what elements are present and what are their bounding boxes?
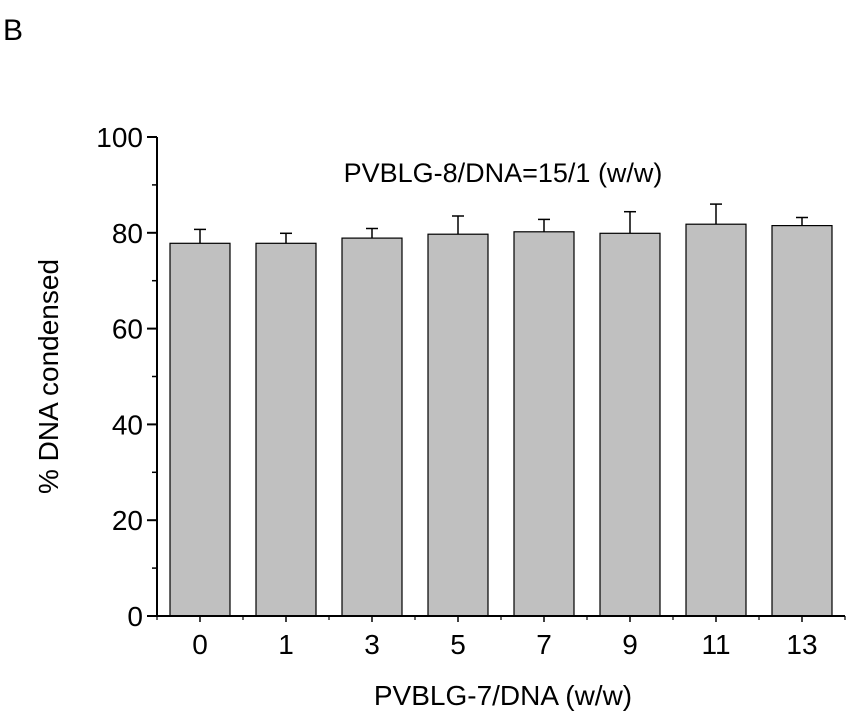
x-tick-label: 11 xyxy=(701,629,730,660)
panel-label: B xyxy=(3,14,23,47)
bar xyxy=(341,237,403,617)
bar xyxy=(771,225,833,617)
x-tick-label: 5 xyxy=(450,629,466,660)
bar xyxy=(255,242,317,617)
bar xyxy=(169,242,231,617)
y-tick-label: 60 xyxy=(112,314,143,345)
x-tick-label: 13 xyxy=(786,629,817,660)
y-tick-label: 40 xyxy=(112,409,143,440)
y-tick-label: 100 xyxy=(96,122,143,153)
y-axis-label: % DNA condensed xyxy=(33,259,64,494)
x-tick-label: 1 xyxy=(278,629,294,660)
bar xyxy=(599,232,661,617)
y-tick-label: 80 xyxy=(112,218,143,249)
x-tick-label: 3 xyxy=(364,629,380,660)
bar xyxy=(685,223,747,617)
y-tick-label: 20 xyxy=(112,505,143,536)
bar xyxy=(513,231,575,617)
x-tick-label: 0 xyxy=(192,629,208,660)
bar xyxy=(427,233,489,617)
x-tick-label: 7 xyxy=(536,629,552,660)
x-tick-label: 9 xyxy=(622,629,638,660)
chart-title: PVBLG-8/DNA=15/1 (w/w) xyxy=(344,158,663,188)
x-axis-label: PVBLG-7/DNA (w/w) xyxy=(374,680,632,711)
y-tick-label: 0 xyxy=(127,601,143,632)
